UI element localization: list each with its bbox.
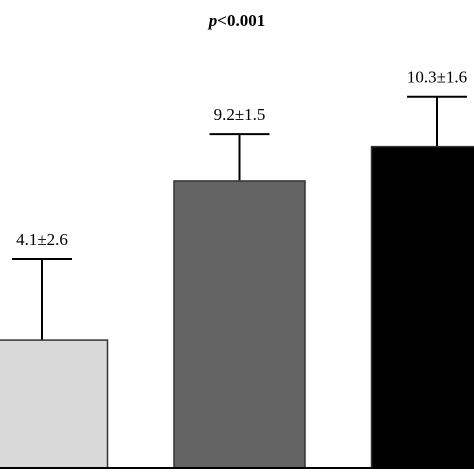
chart-title: p<0.001 <box>207 11 265 30</box>
bar <box>173 180 306 469</box>
value-label: 10.3±1.6 <box>407 68 467 87</box>
value-label: 4.1±2.6 <box>16 230 68 249</box>
bar <box>370 145 474 469</box>
bar <box>0 339 109 469</box>
value-label: 9.2±1.5 <box>214 105 266 124</box>
